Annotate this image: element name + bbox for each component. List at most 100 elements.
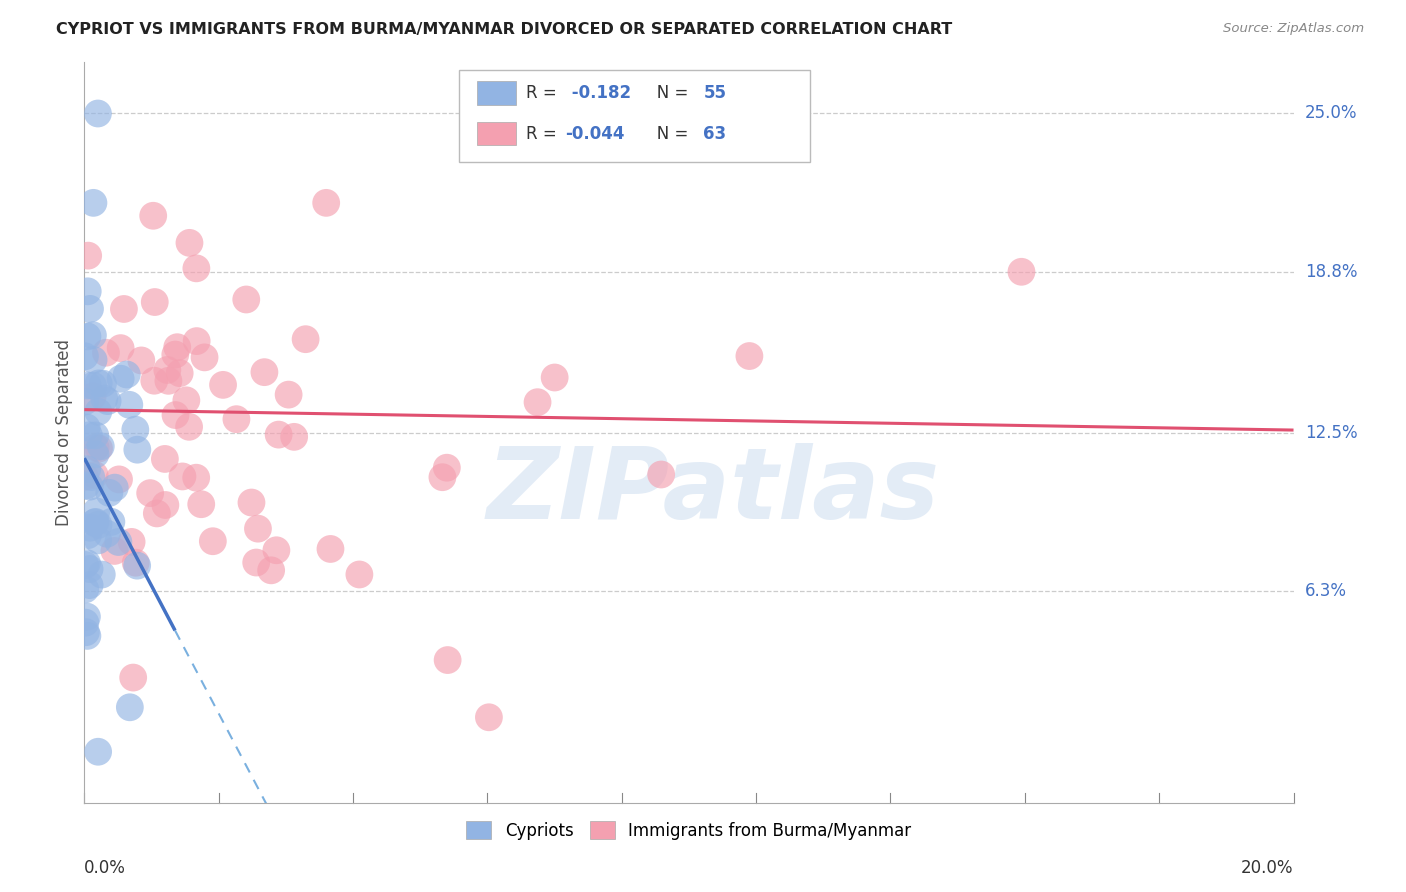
Point [124, 423, 146, 437]
Point [165, 347, 187, 361]
Point [738, 349, 761, 363]
Point [110, 372, 132, 386]
Point [176, 393, 198, 408]
Text: 6.3%: 6.3% [1305, 582, 1347, 600]
Point [79, 521, 101, 535]
Point [315, 195, 337, 210]
Point [103, 544, 125, 558]
Point [115, 368, 138, 382]
Point [75, 558, 97, 572]
Point [79, 301, 101, 316]
Point [87, 517, 110, 532]
Point [146, 507, 169, 521]
Point [142, 209, 165, 223]
Point [436, 653, 458, 667]
Point [98, 486, 121, 500]
Point [77, 249, 100, 263]
Point [177, 419, 200, 434]
Point [156, 363, 179, 377]
Point [201, 534, 224, 549]
Point [82, 390, 104, 404]
Point [76, 462, 98, 476]
Text: R =: R = [526, 84, 562, 102]
Text: R =: R = [526, 125, 562, 143]
Text: 20.0%: 20.0% [1241, 859, 1294, 877]
Point [82, 328, 104, 343]
Point [77, 428, 100, 442]
Point [75, 625, 97, 640]
Point [93, 392, 115, 406]
Point [127, 442, 149, 457]
Text: 25.0%: 25.0% [1305, 104, 1357, 122]
Point [143, 295, 166, 310]
Point [319, 541, 342, 556]
Point [79, 578, 101, 592]
Point [104, 481, 127, 495]
Point [193, 351, 215, 365]
FancyBboxPatch shape [460, 70, 810, 162]
Point [478, 710, 501, 724]
Point [75, 615, 97, 630]
Point [131, 353, 153, 368]
Point [253, 365, 276, 379]
Point [349, 567, 371, 582]
FancyBboxPatch shape [478, 81, 516, 104]
Text: 12.5%: 12.5% [1305, 424, 1357, 442]
Text: 55: 55 [703, 84, 727, 102]
Text: -0.182: -0.182 [565, 84, 631, 102]
Point [212, 377, 235, 392]
Point [83, 467, 105, 482]
FancyBboxPatch shape [478, 121, 516, 145]
Point [82, 378, 104, 392]
Point [79, 562, 101, 576]
Point [76, 556, 98, 570]
Point [235, 293, 257, 307]
Point [76, 629, 98, 643]
Point [76, 420, 98, 434]
Point [97, 394, 120, 409]
Point [543, 370, 565, 384]
Point [79, 480, 101, 494]
Text: N =: N = [641, 125, 693, 143]
Text: Source: ZipAtlas.com: Source: ZipAtlas.com [1223, 22, 1364, 36]
Point [87, 405, 110, 419]
Point [169, 366, 191, 380]
Point [172, 469, 194, 483]
Point [87, 745, 110, 759]
Point [179, 235, 201, 250]
Point [122, 671, 145, 685]
Point [87, 106, 110, 120]
Point [125, 556, 148, 570]
Point [118, 398, 141, 412]
Point [73, 470, 96, 484]
Point [76, 378, 98, 392]
Point [432, 470, 454, 484]
Point [73, 349, 96, 363]
Point [96, 526, 118, 541]
Point [266, 543, 288, 558]
Point [91, 376, 114, 391]
Point [75, 478, 97, 492]
Point [157, 374, 180, 388]
Y-axis label: Divorced or Separated: Divorced or Separated [55, 339, 73, 526]
Point [121, 535, 143, 549]
Point [107, 535, 129, 549]
Point [80, 470, 103, 484]
Point [84, 447, 107, 461]
Point [118, 700, 141, 714]
Point [86, 504, 108, 518]
Point [139, 486, 162, 500]
Point [186, 334, 208, 348]
Point [84, 441, 107, 455]
Point [240, 495, 263, 509]
Point [127, 558, 149, 573]
Text: 0.0%: 0.0% [84, 859, 127, 877]
Point [94, 345, 117, 359]
Text: N =: N = [641, 84, 693, 102]
Text: ZIPatlas: ZIPatlas [486, 443, 939, 541]
Point [225, 412, 247, 426]
Point [165, 408, 187, 422]
Point [267, 427, 290, 442]
Point [166, 340, 188, 354]
Point [87, 533, 110, 548]
